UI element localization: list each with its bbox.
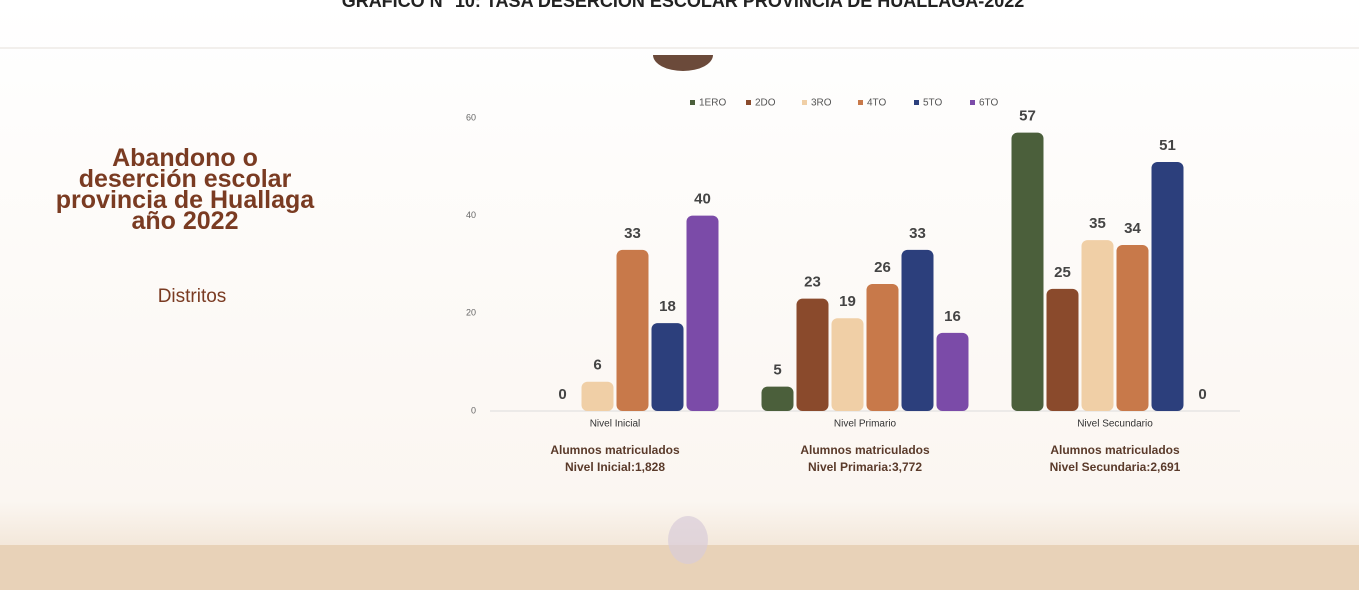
annotation: Alumnos matriculados xyxy=(1050,443,1180,457)
legend-label: 4TO xyxy=(867,98,886,109)
legend-swatch xyxy=(802,100,807,105)
data-label: 0 xyxy=(558,386,566,403)
bar xyxy=(581,381,614,411)
data-label: 35 xyxy=(1089,215,1106,232)
legend-label: 1ERO xyxy=(699,98,726,109)
legend-swatch xyxy=(690,100,695,105)
annotation: Nivel Secundaria:2,691 xyxy=(1050,460,1181,474)
bar xyxy=(1116,244,1149,411)
page-title: GRÁFICO N° 10: TASA DESERCIÓN ESCOLAR PR… xyxy=(342,0,1025,11)
bar xyxy=(761,386,794,411)
data-label: 6 xyxy=(593,357,601,374)
bar xyxy=(1151,161,1184,411)
data-label: 40 xyxy=(694,191,711,208)
annotation: Alumnos matriculados xyxy=(800,443,930,457)
bar xyxy=(901,249,934,411)
side-heading-box: Abandono o deserción escolar provincia d… xyxy=(55,148,315,235)
logo xyxy=(668,516,708,564)
data-label: 19 xyxy=(839,293,856,310)
decor-half-circle xyxy=(653,55,713,71)
bar xyxy=(936,332,969,411)
side-subheading: Distritos xyxy=(158,286,227,307)
data-label: 25 xyxy=(1054,264,1071,281)
legend-label: 6TO xyxy=(979,98,998,109)
bar xyxy=(796,298,829,411)
legend-label: 5TO xyxy=(923,98,942,109)
bar xyxy=(616,249,649,411)
y-tick-label: 20 xyxy=(466,308,476,318)
x-tick-label: Nivel Primario xyxy=(834,419,897,430)
legend-swatch xyxy=(858,100,863,105)
legend-swatch xyxy=(746,100,751,105)
bar xyxy=(831,318,864,411)
data-label: 51 xyxy=(1159,137,1176,154)
data-label: 34 xyxy=(1124,220,1141,237)
annotation: Nivel Primaria:3,772 xyxy=(808,460,922,474)
data-label: 26 xyxy=(874,259,891,276)
data-label: 0 xyxy=(1198,386,1206,403)
data-label: 33 xyxy=(909,225,926,242)
data-label: 18 xyxy=(659,298,676,315)
y-tick-label: 60 xyxy=(466,112,476,122)
legend-label: 2DO xyxy=(755,98,776,109)
data-label: 5 xyxy=(773,362,781,379)
legend-swatch xyxy=(914,100,919,105)
annotation: Alumnos matriculados xyxy=(550,443,680,457)
legend-label: 3RO xyxy=(811,98,832,109)
side-heading: Abandono o deserción escolar provincia d… xyxy=(55,148,315,235)
bar xyxy=(1011,132,1044,411)
x-tick-label: Nivel Inicial xyxy=(590,419,641,430)
bar xyxy=(1081,240,1114,411)
bar xyxy=(866,284,899,411)
bar xyxy=(1046,288,1079,411)
y-tick-label: 0 xyxy=(471,405,476,415)
data-label: 16 xyxy=(944,308,961,325)
data-label: 23 xyxy=(804,274,821,291)
bar xyxy=(686,215,719,411)
x-tick-label: Nivel Secundario xyxy=(1077,419,1153,430)
data-label: 57 xyxy=(1019,108,1036,125)
y-tick-label: 40 xyxy=(466,210,476,220)
annotation: Nivel Inicial:1,828 xyxy=(565,460,665,474)
data-label: 33 xyxy=(624,225,641,242)
legend-swatch xyxy=(970,100,975,105)
bar xyxy=(651,323,684,411)
